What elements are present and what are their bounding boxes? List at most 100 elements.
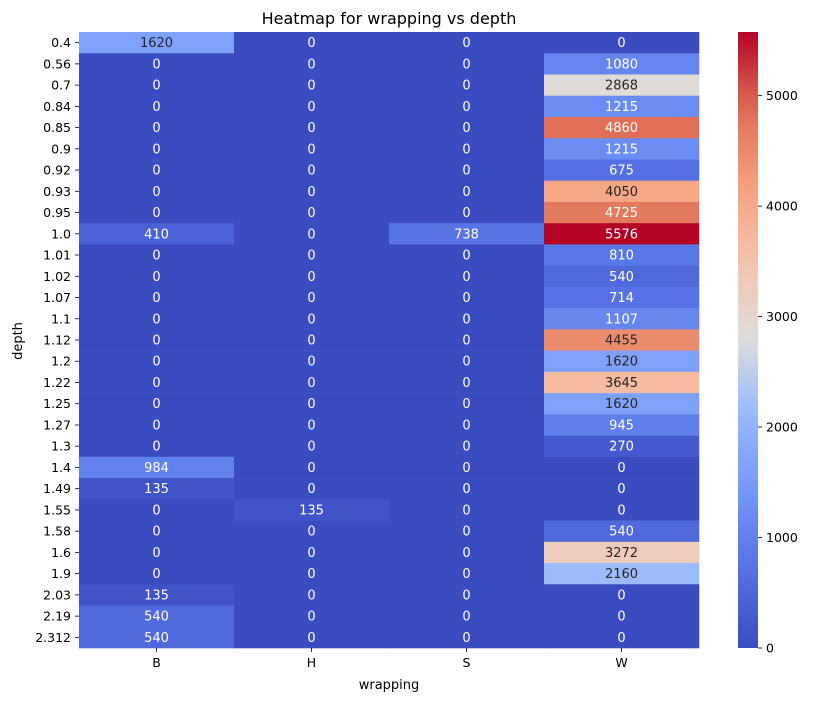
heatmap-cell [389, 520, 545, 543]
cell-value-label: 540 [144, 631, 169, 646]
cell-value-label: 0 [152, 79, 160, 94]
heatmap-cell [234, 138, 390, 160]
heatmap-cell [79, 350, 235, 373]
cell-value-label: 0 [307, 355, 315, 370]
cell-value-label: 0 [307, 270, 315, 285]
heatmap-cell [544, 371, 700, 394]
y-tick-label: 1.9 [51, 566, 71, 581]
heatmap-cell [234, 308, 390, 330]
cell-value-label: 540 [144, 610, 169, 625]
heatmap-cell [544, 286, 700, 309]
heatmap-cell [234, 478, 390, 500]
heatmap-cell [79, 563, 235, 585]
y-tick-label: 1.01 [43, 248, 71, 263]
cell-value-label: 0 [617, 610, 625, 625]
heatmap-cell [79, 456, 235, 479]
y-tick-label: 2.312 [35, 630, 71, 645]
heatmap-cell [79, 286, 235, 309]
heatmap-cell [389, 95, 545, 118]
cell-value-label: 2868 [605, 79, 638, 94]
cell-value-label: 0 [152, 206, 160, 221]
cell-value-label: 0 [307, 57, 315, 72]
chart-title: Heatmap for wrapping vs depth [262, 9, 517, 28]
y-tick-label: 1.0 [51, 226, 71, 241]
heatmap-cell [234, 286, 390, 309]
heatmap-cell [389, 138, 545, 160]
heatmap-cell [234, 32, 390, 54]
heatmap-cell [544, 159, 700, 181]
cell-value-label: 0 [307, 206, 315, 221]
y-tick-label: 1.27 [43, 417, 71, 432]
heatmap-cell [234, 456, 390, 479]
heatmap-cell [79, 138, 235, 160]
heatmap-cell [389, 499, 545, 521]
heatmap-cell [79, 541, 235, 564]
heatmap-cell [389, 563, 545, 585]
heatmap-cell [79, 201, 235, 224]
cell-value-label: 3645 [605, 376, 638, 391]
colorbar-tick-label: 2000 [766, 420, 798, 435]
cell-value-label: 0 [152, 418, 160, 433]
cell-value-label: 1620 [140, 36, 173, 51]
cell-value-label: 0 [462, 121, 470, 136]
heatmap-cell [234, 159, 390, 181]
colorbar [738, 32, 758, 648]
y-tick-label: 1.3 [51, 439, 71, 454]
cell-value-label: 0 [617, 631, 625, 646]
heatmap-cell [234, 53, 390, 75]
cell-value-label: 0 [307, 227, 315, 242]
heatmap-cell [544, 350, 700, 373]
y-tick-label: 1.4 [51, 460, 71, 475]
heatmap-cell [234, 541, 390, 564]
heatmap-cell [389, 53, 545, 75]
heatmap-cell [234, 563, 390, 585]
heatmap-cell [389, 541, 545, 564]
cell-value-label: 0 [462, 461, 470, 476]
y-tick-label: 1.22 [43, 375, 71, 390]
y-tick-labels: 0.4 0.56 0.7 0.84 0.85 0.9 0.92 0.93 0.95 1.0 1.01… [35, 35, 79, 645]
heatmap-cell [234, 180, 390, 203]
heatmap-cell [79, 308, 235, 330]
y-tick-label: 1.02 [43, 269, 71, 284]
cell-value-label: 540 [609, 270, 634, 285]
cell-value-label: 2160 [605, 567, 638, 582]
heatmap-cell [544, 180, 700, 203]
cell-value-label: 0 [462, 397, 470, 412]
cell-value-label: 0 [152, 376, 160, 391]
cell-value-label: 0 [307, 249, 315, 264]
heatmap-cell [79, 74, 235, 97]
y-tick-label: 1.12 [43, 333, 71, 348]
heatmap-cell [544, 435, 700, 458]
cell-value-label: 0 [307, 291, 315, 306]
cell-value-label: 0 [152, 525, 160, 540]
heatmap-cell [79, 605, 235, 628]
y-tick-label: 1.25 [43, 396, 71, 411]
cell-value-label: 0 [307, 588, 315, 603]
colorbar-tick-label: 1000 [766, 530, 798, 545]
heatmap-cell [389, 626, 545, 649]
cell-value-label: 0 [307, 567, 315, 582]
cell-value-label: 0 [462, 100, 470, 115]
cell-value-label: 0 [462, 312, 470, 327]
heatmap-cell [79, 180, 235, 203]
heatmap-cell [389, 478, 545, 500]
heatmap-cell [544, 563, 700, 585]
cell-value-label: 0 [462, 334, 470, 349]
y-tick-label: 0.84 [43, 99, 71, 114]
x-tick-label: H [307, 655, 316, 670]
heatmap-cell [544, 520, 700, 543]
cell-value-label: 1107 [605, 312, 638, 327]
heatmap-cell [544, 626, 700, 649]
cell-value-label: 0 [617, 503, 625, 518]
cell-value-label: 0 [307, 610, 315, 625]
heatmap-cell [389, 74, 545, 97]
cell-value-label: 0 [307, 312, 315, 327]
heatmap-cell [389, 456, 545, 479]
heatmap-cell [544, 393, 700, 415]
heatmap-cell [389, 393, 545, 415]
cell-value-label: 0 [152, 185, 160, 200]
heatmap-cell [544, 456, 700, 479]
cell-value-label: 0 [462, 291, 470, 306]
cell-value-label: 0 [152, 270, 160, 285]
heatmap-cell [389, 265, 545, 288]
